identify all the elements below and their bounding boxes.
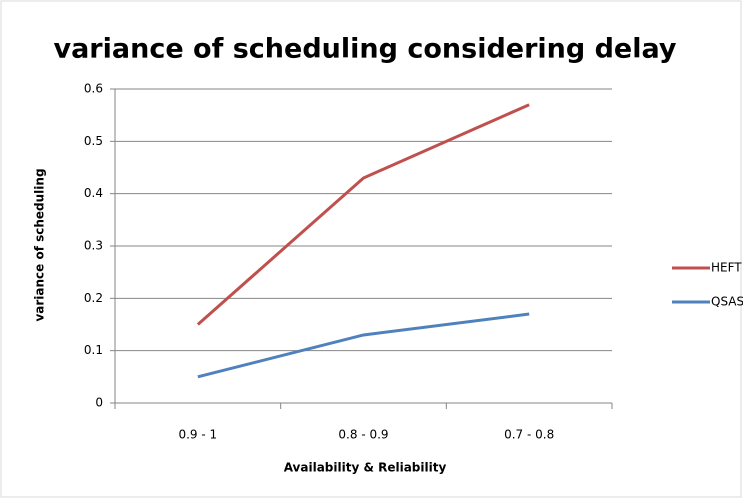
y-tick-label: 0.1: [84, 343, 103, 357]
y-tick-label: 0.2: [84, 291, 103, 305]
legend-label: HEFT: [711, 261, 742, 275]
y-axis-label: variance of scheduling: [33, 168, 47, 321]
x-tick-label: 0.7 - 0.8: [504, 428, 554, 442]
y-tick-label: 0: [95, 396, 103, 410]
series-line: [197, 312, 530, 379]
legend-label: QSASA: [711, 295, 743, 309]
x-axis-label: Availability & Reliability: [284, 461, 447, 475]
series-line: [196, 103, 530, 326]
x-tick-label: 0.8 - 0.9: [338, 428, 388, 442]
y-tick-label: 0.3: [84, 239, 103, 253]
chart-title: variance of scheduling considering delay: [53, 34, 676, 65]
y-tick-label: 0.5: [84, 134, 103, 148]
y-tick-label: 0.6: [84, 82, 103, 96]
y-tick-label: 0.4: [84, 186, 103, 200]
x-tick-label: 0.9 - 1: [178, 428, 217, 442]
